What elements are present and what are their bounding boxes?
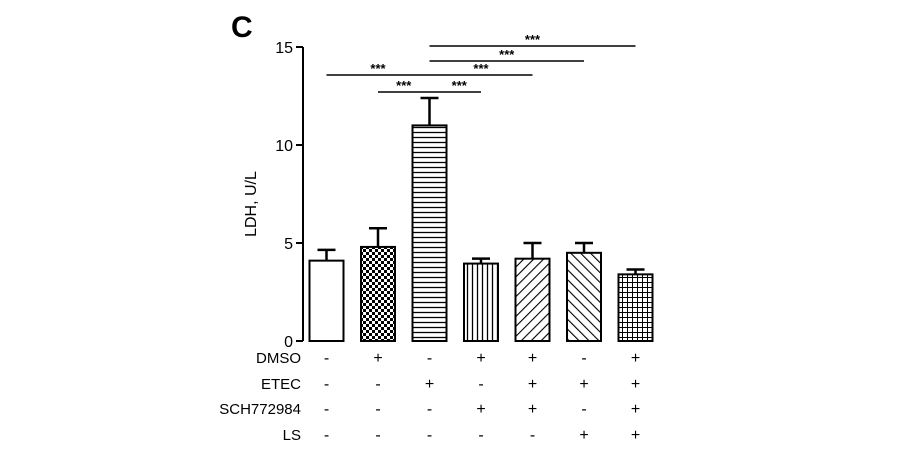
condition-sign: + <box>528 376 537 393</box>
condition-sign: - <box>478 427 483 444</box>
bar-7 <box>617 273 654 342</box>
bar-2 <box>360 245 396 342</box>
condition-sign: - <box>530 427 535 444</box>
condition-sign: + <box>579 427 588 444</box>
condition-sign: + <box>373 350 382 367</box>
y-tick-label: 10 <box>275 138 293 155</box>
bar-3 <box>411 124 448 343</box>
y-tick-label: 5 <box>284 236 293 253</box>
condition-sign: + <box>579 376 588 393</box>
condition-table: DMSO - + - + + - + ETEC - - + - + + + SCH772984 - - - + + - + LS… <box>219 350 640 444</box>
axes: 0 5 10 15 LDH, U/L <box>243 40 304 351</box>
significance-label: *** <box>525 32 541 47</box>
condition-sign: + <box>631 401 640 418</box>
condition-sign: - <box>324 350 329 367</box>
condition-label-sch772984: SCH772984 <box>219 401 301 418</box>
condition-label-ls: LS <box>283 427 301 444</box>
significance-label: *** <box>499 47 515 62</box>
significance-brackets: *** *** *** *** *** *** <box>326 32 636 93</box>
bars <box>308 96 654 343</box>
condition-sign: + <box>631 427 640 444</box>
condition-sign: - <box>427 401 432 418</box>
condition-sign: + <box>528 401 537 418</box>
panel-label: C <box>231 11 253 44</box>
condition-sign: - <box>324 376 329 393</box>
significance-label: *** <box>396 78 412 93</box>
condition-sign: + <box>528 350 537 367</box>
condition-sign: - <box>324 401 329 418</box>
significance-label: *** <box>473 61 489 76</box>
bar-1 <box>308 259 345 343</box>
significance-label: *** <box>452 78 468 93</box>
condition-sign: - <box>581 401 586 418</box>
condition-sign: - <box>324 427 329 444</box>
condition-label-dmso: DMSO <box>256 350 301 367</box>
bar-6 <box>566 251 602 342</box>
significance-label: *** <box>370 61 386 76</box>
condition-label-etec: ETEC <box>261 376 301 393</box>
condition-sign: + <box>631 376 640 393</box>
condition-sign: - <box>427 350 432 367</box>
condition-sign: - <box>375 427 380 444</box>
condition-sign: - <box>478 376 483 393</box>
condition-sign: + <box>631 350 640 367</box>
y-axis-label: LDH, U/L <box>243 171 260 237</box>
bar-4 <box>463 262 499 342</box>
bar-5 <box>514 257 551 342</box>
y-tick-label: 0 <box>284 334 293 351</box>
y-tick-label: 15 <box>275 40 293 57</box>
condition-sign: - <box>375 401 380 418</box>
condition-sign: - <box>581 350 586 367</box>
condition-sign: + <box>476 401 485 418</box>
condition-sign: - <box>427 427 432 444</box>
condition-sign: + <box>476 350 485 367</box>
condition-sign: + <box>425 376 434 393</box>
condition-sign: - <box>375 376 380 393</box>
